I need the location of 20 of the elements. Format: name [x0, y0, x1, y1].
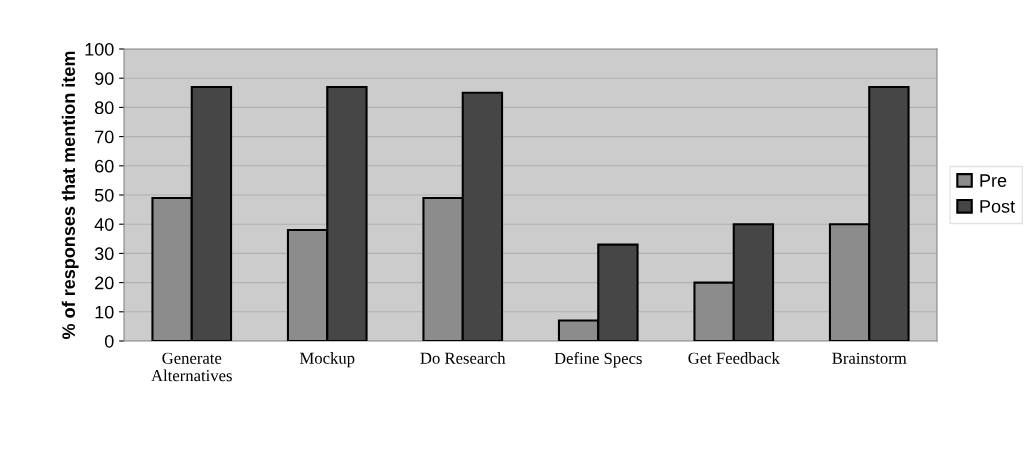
x-tick-label: Mockup	[299, 352, 355, 368]
y-axis-title: % of responses that mention item	[61, 51, 79, 340]
x-tick-label: Brainstorm	[832, 352, 907, 364]
y-tick-label: 80	[94, 101, 114, 115]
y-tick-label: 0	[104, 334, 114, 348]
x-tick-label: Do Research	[420, 352, 506, 364]
y-tick-label: 30	[94, 247, 114, 261]
y-tick-label: 70	[95, 130, 114, 144]
y-tick-label: 60	[95, 159, 114, 173]
legend-label: Post	[980, 200, 1015, 213]
x-tick-label: Get Feedback	[688, 352, 780, 364]
y-tick-label: 20	[95, 276, 114, 290]
y-tick-label: 100	[85, 42, 114, 56]
legend-label: Pre	[980, 174, 1007, 187]
y-tick-label: 50	[94, 188, 114, 202]
y-tick-label: 90	[95, 72, 114, 85]
x-tick-label: Generate Alternatives	[151, 352, 232, 382]
x-tick-label: Define Specs	[554, 352, 642, 368]
y-tick-label: 10	[95, 305, 114, 319]
y-tick-label: 40	[94, 218, 114, 231]
